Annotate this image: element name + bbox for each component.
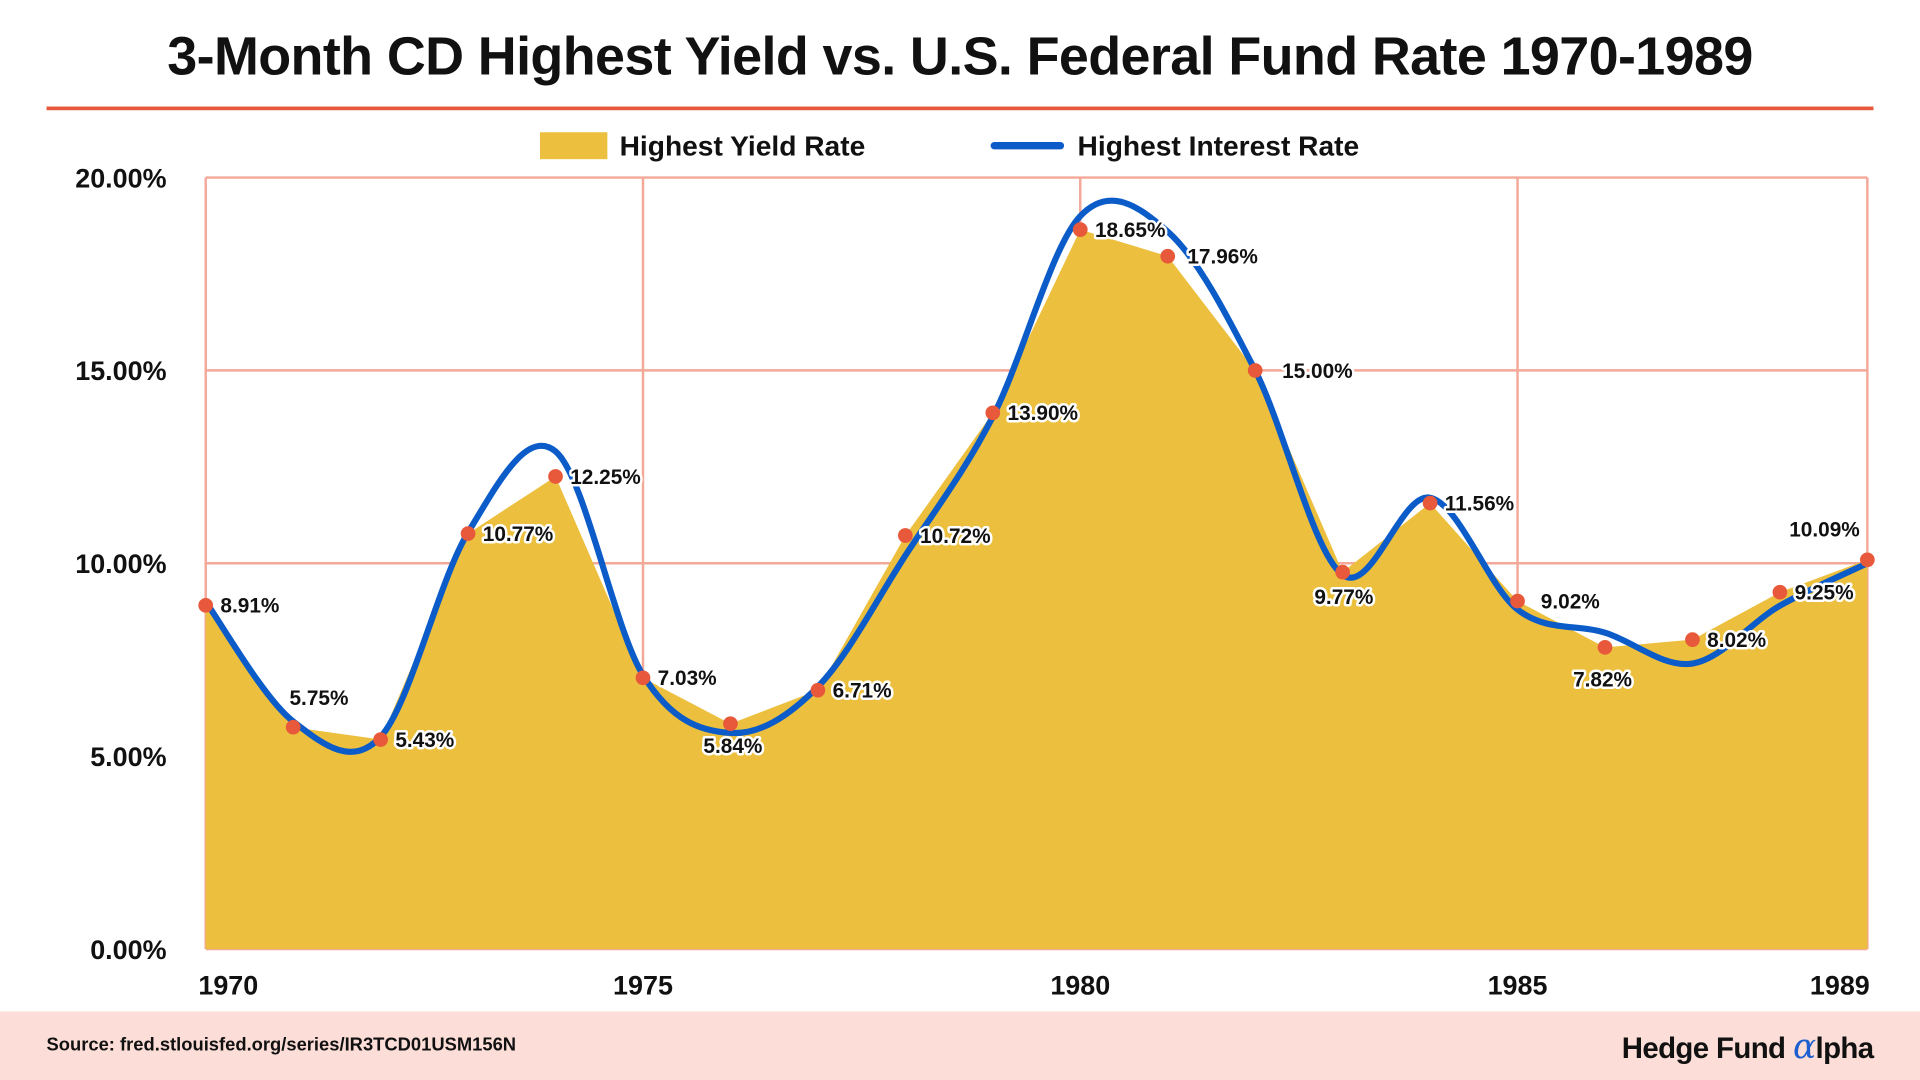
data-point-marker: [1072, 222, 1088, 237]
footer: Source: fred.stlouisfed.org/series/IR3TC…: [0, 1011, 1920, 1080]
data-point-marker: [723, 716, 738, 732]
data-label: 9.25%: [1795, 582, 1854, 605]
data-point-marker: [1685, 632, 1700, 647]
data-point-marker: [898, 528, 913, 543]
data-label: 8.91%: [220, 595, 279, 618]
data-point-marker: [635, 670, 651, 686]
data-label: 15.00%: [1282, 360, 1353, 383]
data-label: 5.43%: [395, 729, 454, 752]
x-tick-label: 1975: [613, 970, 673, 1000]
logo-suffix: lpha: [1815, 1032, 1875, 1066]
data-label: 6.71%: [833, 680, 892, 703]
data-labels: 8.91% 5.75% 5.43% 10.77% 12.25% 7.03% 5.84% 6.7…: [218, 217, 1862, 761]
source-link: Source: fred.stlouisfed.org/series/IR3TC…: [46, 1034, 517, 1056]
data-label: 17.96%: [1187, 246, 1258, 269]
y-axis: 0.00% 5.00% 10.00% 15.00% 20.00%: [75, 163, 166, 964]
data-label: 10.72%: [920, 525, 991, 548]
logo-text: Hedge Fund: [1621, 1032, 1786, 1066]
data-label: 9.02%: [1541, 590, 1600, 613]
data-point-marker: [548, 469, 563, 484]
data-label: 9.77%: [1314, 586, 1373, 609]
data-point-marker: [1860, 552, 1875, 568]
legend: Highest Yield Rate Highest Interest Rate: [540, 131, 1359, 162]
y-tick-label: 10.00%: [75, 549, 166, 579]
data-label: 7.03%: [658, 667, 717, 690]
data-point-marker: [198, 597, 214, 613]
legend-label-yield: Highest Yield Rate: [620, 131, 866, 162]
data-point-marker: [1597, 640, 1613, 655]
y-tick-label: 5.00%: [90, 742, 166, 772]
y-tick-label: 0.00%: [90, 935, 166, 965]
yield-markers: [198, 222, 1875, 747]
data-point-marker: [1335, 564, 1350, 580]
title-divider: [46, 106, 1874, 111]
brand-logo: Hedge Fund αlpha: [1622, 1026, 1874, 1066]
data-label: 13.90%: [1008, 402, 1079, 425]
data-point-marker: [810, 682, 826, 698]
data-label: 5.84%: [703, 735, 762, 758]
data-point-marker: [985, 405, 1001, 421]
x-axis: 1970 1975 1980 1985 1989: [198, 970, 1869, 1000]
x-tick-label: 1989: [1810, 970, 1870, 1000]
chart-title: 3-Month CD Highest Yield vs. U.S. Federa…: [167, 26, 1753, 87]
logo-alpha: α: [1792, 1026, 1816, 1067]
chart-plot: 8.91% 5.75% 5.43% 10.77% 12.25% 7.03% 5.84% 6.7…: [75, 131, 1875, 1000]
data-point-marker: [1160, 248, 1176, 264]
data-label: 7.82%: [1573, 669, 1632, 692]
data-label: 5.75%: [289, 687, 348, 710]
data-label: 10.09%: [1789, 519, 1860, 542]
data-label: 18.65%: [1095, 219, 1166, 242]
data-label: 11.56%: [1445, 492, 1514, 515]
legend-swatch-yield: [540, 132, 608, 160]
data-point-marker: [460, 526, 476, 541]
data-point-marker: [1772, 584, 1788, 600]
yield-area: [205, 229, 1868, 949]
legend-label-interest: Highest Interest Rate: [1078, 131, 1360, 162]
x-tick-label: 1970: [198, 970, 258, 1000]
data-point-marker: [1247, 363, 1263, 378]
x-tick-label: 1980: [1050, 970, 1110, 1000]
data-point-marker: [373, 732, 388, 747]
yield-area-fill: [205, 229, 1868, 949]
data-point-marker: [1510, 593, 1525, 609]
data-point-marker: [1422, 495, 1438, 511]
data-label: 8.02%: [1707, 629, 1766, 652]
y-tick-label: 20.00%: [75, 163, 166, 193]
y-tick-label: 15.00%: [75, 356, 166, 386]
data-point-marker: [285, 719, 301, 735]
data-label: 12.25%: [570, 466, 641, 489]
x-tick-label: 1985: [1488, 970, 1548, 1000]
data-label: 10.77%: [483, 523, 554, 546]
